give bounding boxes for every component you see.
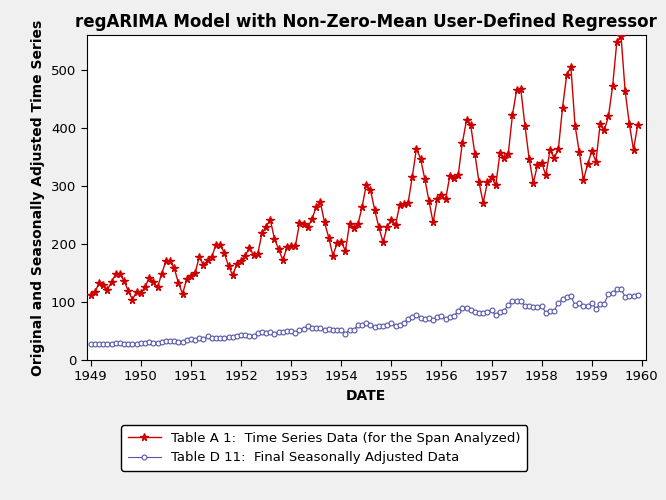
Table D 11:  Final Seasonally Adjusted Data: (1.96e+03, 122): Final Seasonally Adjusted Data: (1.96e+0… (613, 286, 621, 292)
Table D 11:  Final Seasonally Adjusted Data: (1.96e+03, 112): Final Seasonally Adjusted Data: (1.96e+0… (633, 292, 641, 298)
Table D 11:  Final Seasonally Adjusted Data: (1.95e+03, 28.6): Final Seasonally Adjusted Data: (1.95e+0… (137, 340, 145, 346)
Table D 11:  Final Seasonally Adjusted Data: (1.95e+03, 47.7): Final Seasonally Adjusted Data: (1.95e+0… (274, 330, 282, 336)
Line: Table D 11:  Final Seasonally Adjusted Data: Table D 11: Final Seasonally Adjusted Da… (89, 286, 640, 346)
Table A 1:  Time Series Data (for the Span Analyzed): (1.96e+03, 336): Time Series Data (for the Span Analyzed)… (533, 162, 541, 168)
Table A 1:  Time Series Data (for the Span Analyzed): (1.95e+03, 218): Time Series Data (for the Span Analyzed)… (258, 230, 266, 236)
Table D 11:  Final Seasonally Adjusted Data: (1.96e+03, 91.3): Final Seasonally Adjusted Data: (1.96e+0… (529, 304, 537, 310)
X-axis label: DATE: DATE (346, 389, 386, 403)
Legend: Table A 1:  Time Series Data (for the Span Analyzed), Table D 11:  Final Seasona: Table A 1: Time Series Data (for the Spa… (121, 425, 527, 471)
Y-axis label: Original and Seasonally Adjusted Time Series: Original and Seasonally Adjusted Time Se… (31, 20, 45, 376)
Table A 1:  Time Series Data (for the Span Analyzed): (1.95e+03, 191): Time Series Data (for the Span Analyzed)… (274, 246, 282, 252)
Table A 1:  Time Series Data (for the Span Analyzed): (1.96e+03, 405): Time Series Data (for the Span Analyzed)… (633, 122, 641, 128)
Table A 1:  Time Series Data (for the Span Analyzed): (1.96e+03, 559): Time Series Data (for the Span Analyzed)… (617, 32, 625, 38)
Table D 11:  Final Seasonally Adjusted Data: (1.95e+03, 48.5): Final Seasonally Adjusted Data: (1.95e+0… (258, 329, 266, 335)
Line: Table A 1:  Time Series Data (for the Span Analyzed): Table A 1: Time Series Data (for the Spa… (87, 32, 641, 303)
Table A 1:  Time Series Data (for the Span Analyzed): (1.95e+03, 112): Time Series Data (for the Span Analyzed)… (87, 292, 95, 298)
Table D 11:  Final Seasonally Adjusted Data: (1.95e+03, 31.3): Final Seasonally Adjusted Data: (1.95e+0… (158, 339, 166, 345)
Table A 1:  Time Series Data (for the Span Analyzed): (1.95e+03, 115): Time Series Data (for the Span Analyzed)… (137, 290, 145, 296)
Table A 1:  Time Series Data (for the Span Analyzed): (1.96e+03, 305): Time Series Data (for the Span Analyzed)… (529, 180, 537, 186)
Table D 11:  Final Seasonally Adjusted Data: (1.96e+03, 91.8): Final Seasonally Adjusted Data: (1.96e+0… (533, 304, 541, 310)
Table D 11:  Final Seasonally Adjusted Data: (1.95e+03, 27.5): Final Seasonally Adjusted Data: (1.95e+0… (87, 341, 95, 347)
Table A 1:  Time Series Data (for the Span Analyzed): (1.95e+03, 149): Time Series Data (for the Span Analyzed)… (158, 270, 166, 276)
Table D 11:  Final Seasonally Adjusted Data: (1.95e+03, 27.3): Final Seasonally Adjusted Data: (1.95e+0… (91, 341, 99, 347)
Title: regARIMA Model with Non-Zero-Mean User-Defined Regressor: regARIMA Model with Non-Zero-Mean User-D… (75, 12, 657, 30)
Table A 1:  Time Series Data (for the Span Analyzed): (1.95e+03, 104): Time Series Data (for the Span Analyzed)… (129, 296, 137, 302)
